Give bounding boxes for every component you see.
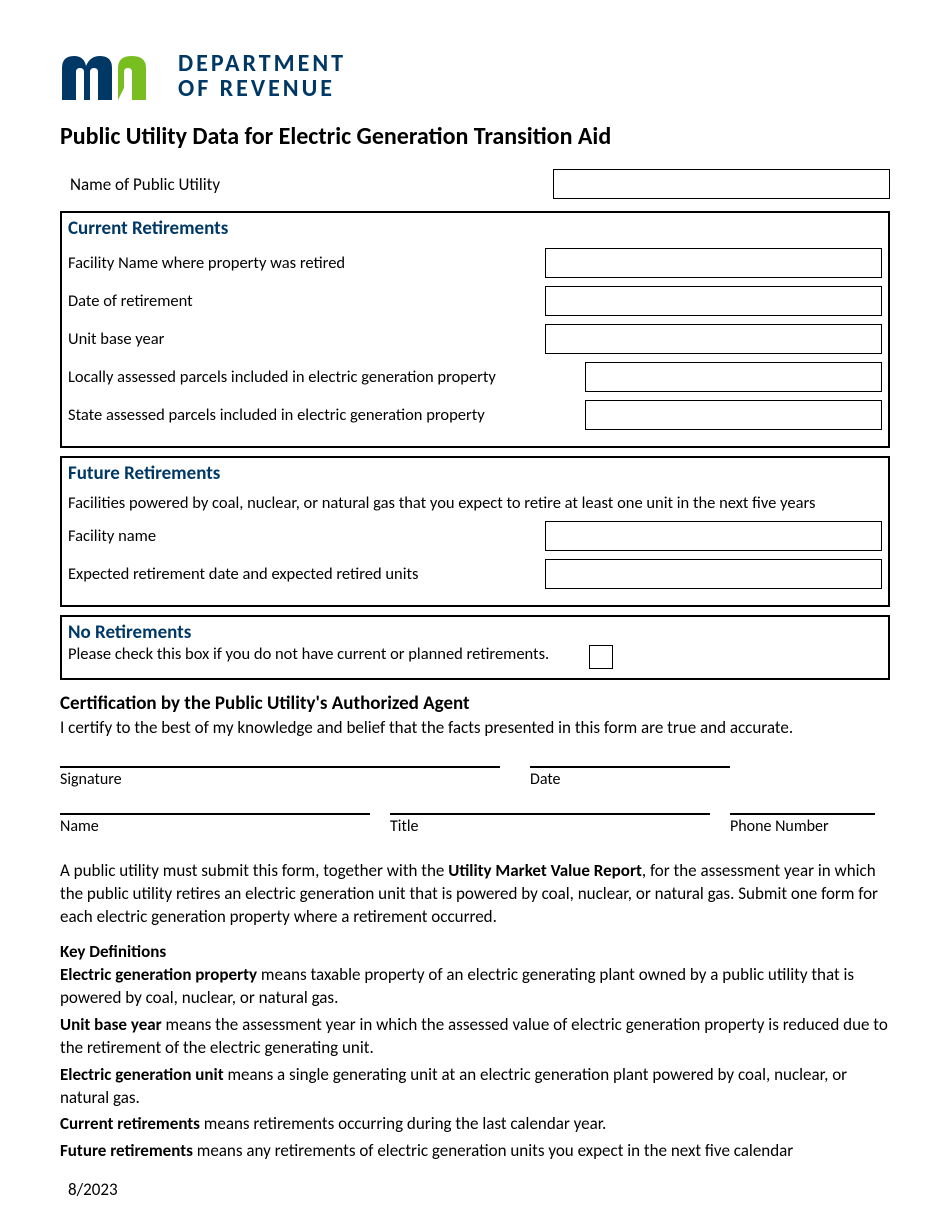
logo-line1: DEPARTMENT [178,51,346,76]
instr-p1a: A public utility must submit this form, … [60,860,448,881]
signature-line[interactable] [60,766,500,768]
current-field-3-label: Locally assessed parcels included in ele… [68,367,585,387]
signature-label: Signature [60,770,500,789]
future-field-1-label: Expected retirement date and expected re… [68,564,545,584]
logo: DEPARTMENT OF REVENUE [60,50,890,102]
current-field-0-input[interactable] [545,248,882,278]
current-field-1-input[interactable] [545,286,882,316]
phone-line[interactable] [730,813,875,815]
name-line[interactable] [60,813,370,815]
current-retirements-section: Current Retirements Facility Name where … [60,211,890,448]
future-field-1-input[interactable] [545,559,882,589]
no-ret-desc: Please check this box if you do not have… [68,644,549,664]
utility-name-label: Name of Public Utility [60,174,553,195]
def-0: Electric generation property means taxab… [60,964,890,1010]
no-ret-header: No Retirements [68,621,882,644]
future-desc: Facilities powered by coal, nuclear, or … [68,493,882,513]
instr-p1b: Utility Market Value Report [448,860,642,881]
def-1: Unit base year means the assessment year… [60,1014,890,1060]
def-3: Current retirements means retirements oc… [60,1113,890,1136]
def-2: Electric generation unit means a single … [60,1064,890,1110]
utility-name-input[interactable] [553,169,890,199]
cert-text: I certify to the best of my knowledge an… [60,717,890,738]
name-label: Name [60,817,370,836]
current-field-0-label: Facility Name where property was retired [68,253,545,273]
key-defs-header: Key Definitions [60,941,890,962]
mn-logo-icon [60,50,170,102]
current-field-3-input[interactable] [585,362,882,392]
future-header: Future Retirements [68,462,882,485]
cert-title: Certification by the Public Utility's Au… [60,692,890,715]
future-field-0-label: Facility name [68,526,545,546]
date-line[interactable] [530,766,730,768]
current-field-2-input[interactable] [545,324,882,354]
date-label: Date [530,770,730,789]
def-4: Future retirements means any retirements… [60,1140,890,1163]
title-line[interactable] [390,813,710,815]
current-field-2-label: Unit base year [68,329,545,349]
current-field-4-label: State assessed parcels included in elect… [68,405,585,425]
current-field-1-label: Date of retirement [68,291,545,311]
title-label: Title [390,817,710,836]
logo-line2: OF REVENUE [178,76,346,101]
future-field-0-input[interactable] [545,521,882,551]
phone-label: Phone Number [730,817,875,836]
footer-date: 8/2023 [68,1179,118,1200]
logo-text: DEPARTMENT OF REVENUE [178,51,346,101]
no-retirements-section: No Retirements Please check this box if … [60,615,890,680]
future-retirements-section: Future Retirements Facilities powered by… [60,456,890,607]
form-title: Public Utility Data for Electric Generat… [60,122,890,151]
no-ret-checkbox[interactable] [589,645,613,669]
current-field-4-input[interactable] [585,400,882,430]
instructions-p1: A public utility must submit this form, … [60,860,890,929]
current-header: Current Retirements [68,217,882,240]
